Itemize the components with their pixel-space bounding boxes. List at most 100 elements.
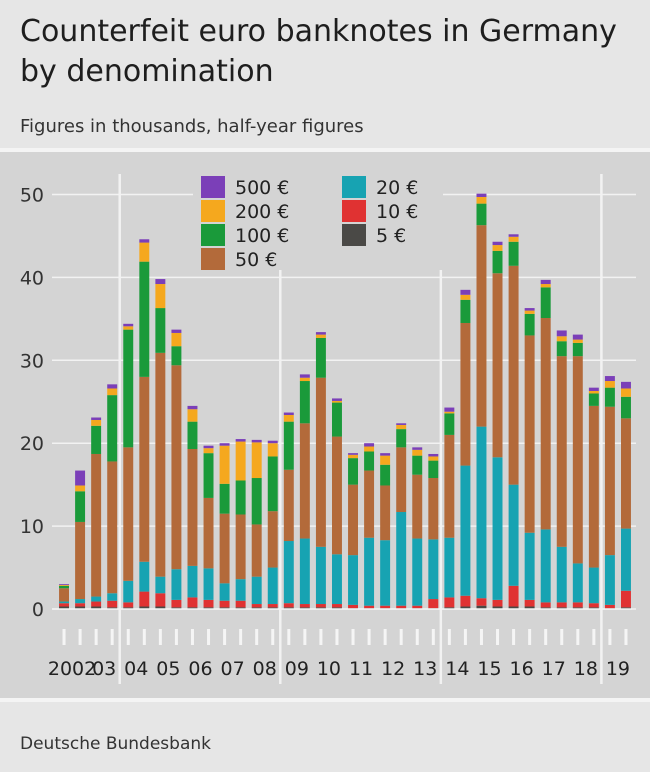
x-tick-mark — [207, 629, 211, 645]
bar-segment — [492, 241, 503, 246]
bar-segment — [540, 318, 551, 530]
bar-segment — [604, 604, 615, 609]
bar-segment — [267, 440, 278, 444]
bar-segment — [572, 334, 583, 340]
bar-segment — [139, 606, 150, 609]
bar-segment — [235, 514, 246, 580]
bar-segment — [219, 607, 230, 609]
x-tick-label-05: 05 — [156, 658, 180, 680]
bar-segment — [444, 537, 455, 598]
bar-segment — [187, 405, 198, 410]
bar-segment — [315, 337, 326, 378]
bar-segment — [364, 605, 375, 609]
legend-swatch — [342, 200, 366, 222]
bar-segment — [283, 469, 294, 542]
bar-segment — [219, 443, 230, 446]
legend-swatch — [201, 176, 225, 198]
bar-segment — [524, 310, 535, 314]
bar-segment — [364, 470, 375, 538]
bar-segment — [299, 374, 310, 378]
bar-segment — [59, 584, 69, 585]
bar-segment — [588, 567, 599, 604]
x-tick-label-14: 14 — [445, 658, 469, 680]
bar-segment — [428, 599, 439, 609]
bar-segment — [588, 607, 599, 609]
bar-segment — [380, 605, 391, 609]
bar-segment — [123, 447, 134, 581]
bar-segment — [251, 607, 262, 609]
bar-segment — [203, 497, 214, 569]
bar-segment — [524, 532, 535, 600]
bar-segment — [572, 602, 583, 608]
bar-segment — [380, 485, 391, 541]
plot-area: 0 10 20 30 40 50 2002 03 04 05 06 07 08 09 10 11 12 13 14 1… — [0, 152, 650, 698]
bar-segment — [412, 605, 423, 609]
bar-segment — [540, 602, 551, 608]
bar-segment — [364, 443, 375, 447]
y-tick-label-10: 10 — [20, 516, 44, 538]
bar-segment — [556, 356, 567, 547]
y-tick-label-0: 0 — [32, 599, 44, 621]
bar-segment — [396, 429, 407, 448]
bar-segment — [540, 279, 551, 285]
bar-segment — [251, 439, 262, 443]
legend-swatch — [201, 200, 225, 222]
legend-background — [193, 168, 443, 270]
bar-segment — [476, 225, 487, 427]
bar-segment — [267, 443, 278, 457]
bar-segment — [396, 605, 407, 609]
bar-segment — [444, 411, 455, 414]
bar-segment — [492, 606, 503, 609]
bar-segment — [348, 555, 358, 605]
bar-segment — [556, 341, 567, 357]
bar-segment — [364, 446, 375, 452]
bar-segment — [556, 602, 567, 608]
bar-segment — [476, 203, 487, 226]
bar-segment — [91, 453, 102, 597]
bar-segment — [139, 239, 150, 243]
y-tick-label-50: 50 — [20, 185, 44, 207]
bar-segment — [203, 445, 214, 449]
bar-segment — [75, 521, 86, 600]
bar-segment — [123, 326, 134, 330]
bar-segment — [508, 234, 519, 237]
bar-segment — [460, 289, 471, 295]
x-tick-mark — [608, 629, 612, 645]
bar-segment — [572, 356, 583, 564]
bar-segment — [604, 555, 615, 605]
bar-segment — [283, 607, 294, 609]
top-separator — [0, 148, 650, 152]
bar-segment — [476, 426, 487, 599]
bar-segment — [621, 388, 631, 397]
bar-segment — [444, 607, 455, 609]
bar-segment — [348, 484, 358, 556]
bar-segment — [396, 512, 407, 606]
bar-segment — [155, 576, 166, 594]
bar-segment — [235, 600, 246, 608]
bar-segment — [476, 196, 487, 204]
bar-segment — [75, 485, 86, 492]
bar-segment — [412, 474, 423, 539]
bar-segment — [396, 447, 407, 513]
bar-segment — [235, 480, 246, 515]
bar-segment — [267, 567, 278, 605]
bar-segment — [524, 308, 535, 311]
bar-segment — [492, 250, 503, 274]
bar-segment — [59, 585, 69, 589]
bar-segment — [171, 329, 182, 333]
bar-segment — [107, 607, 118, 609]
legend-label: 200 € — [235, 201, 289, 223]
x-tick-mark — [287, 629, 291, 645]
x-tick-mark — [367, 629, 371, 645]
bar-segment — [267, 607, 278, 609]
bar-segment — [476, 605, 487, 609]
bar-segment — [251, 478, 262, 525]
bar-segment — [59, 584, 69, 586]
bar-segment — [283, 412, 294, 416]
bar-segment — [460, 465, 471, 596]
bar-segment — [299, 423, 310, 539]
legend-label: 10 € — [376, 201, 418, 223]
bar-segment — [460, 294, 471, 300]
bar-segment — [91, 419, 102, 426]
chart-title: Counterfeit euro banknotes in Germany by… — [20, 14, 617, 89]
